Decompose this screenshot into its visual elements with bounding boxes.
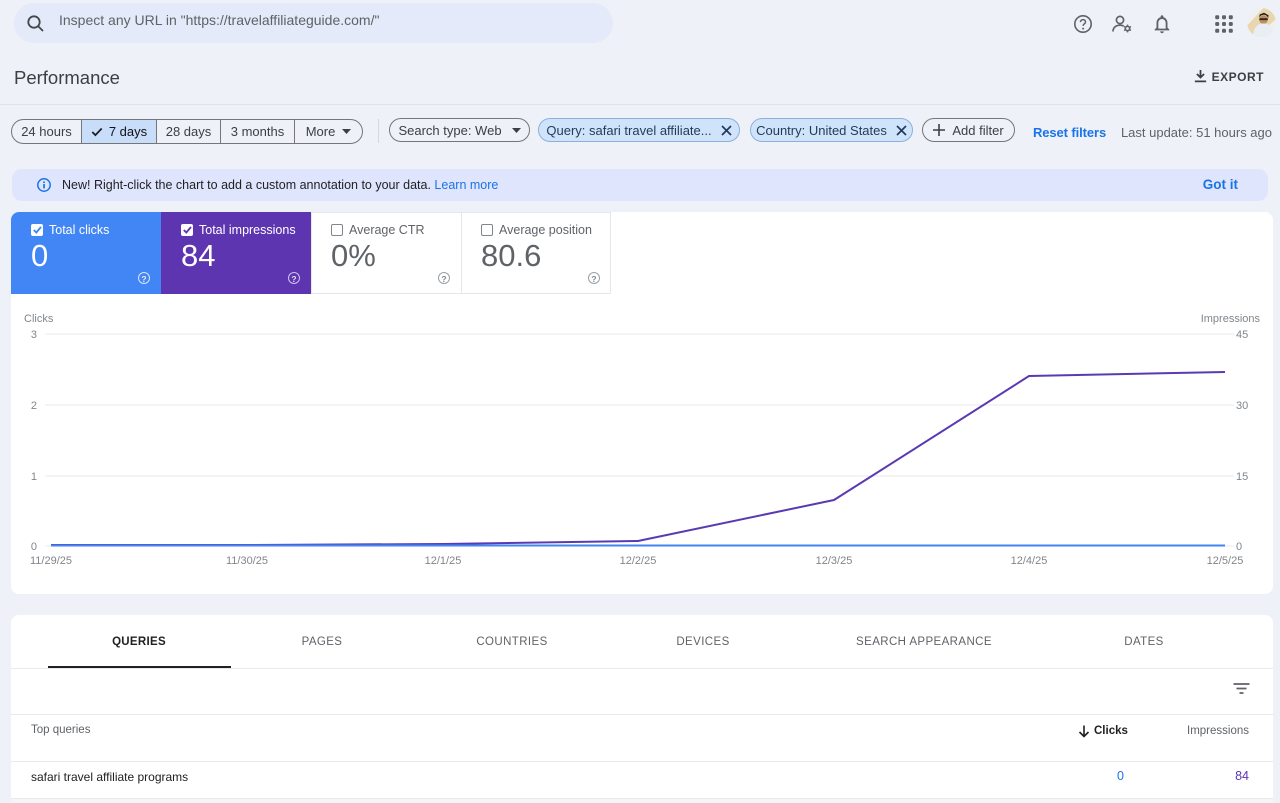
svg-text:12/2/25: 12/2/25 [620,555,657,567]
svg-text:30: 30 [1236,400,1248,412]
svg-text:12/5/25: 12/5/25 [1207,555,1244,567]
svg-text:Clicks: Clicks [24,313,54,325]
svg-text:11/29/25: 11/29/25 [30,555,72,567]
svg-text:0: 0 [31,541,37,553]
svg-text:11/30/25: 11/30/25 [226,555,268,567]
svg-text:Impressions: Impressions [1201,313,1261,325]
svg-text:12/1/25: 12/1/25 [425,555,462,567]
svg-text:2: 2 [31,400,37,412]
svg-text:1: 1 [31,471,37,483]
svg-text:12/4/25: 12/4/25 [1011,555,1048,567]
svg-text:45: 45 [1236,329,1248,341]
svg-text:15: 15 [1236,471,1248,483]
svg-text:12/3/25: 12/3/25 [816,555,853,567]
svg-text:3: 3 [31,329,37,341]
svg-text:0: 0 [1236,541,1242,553]
